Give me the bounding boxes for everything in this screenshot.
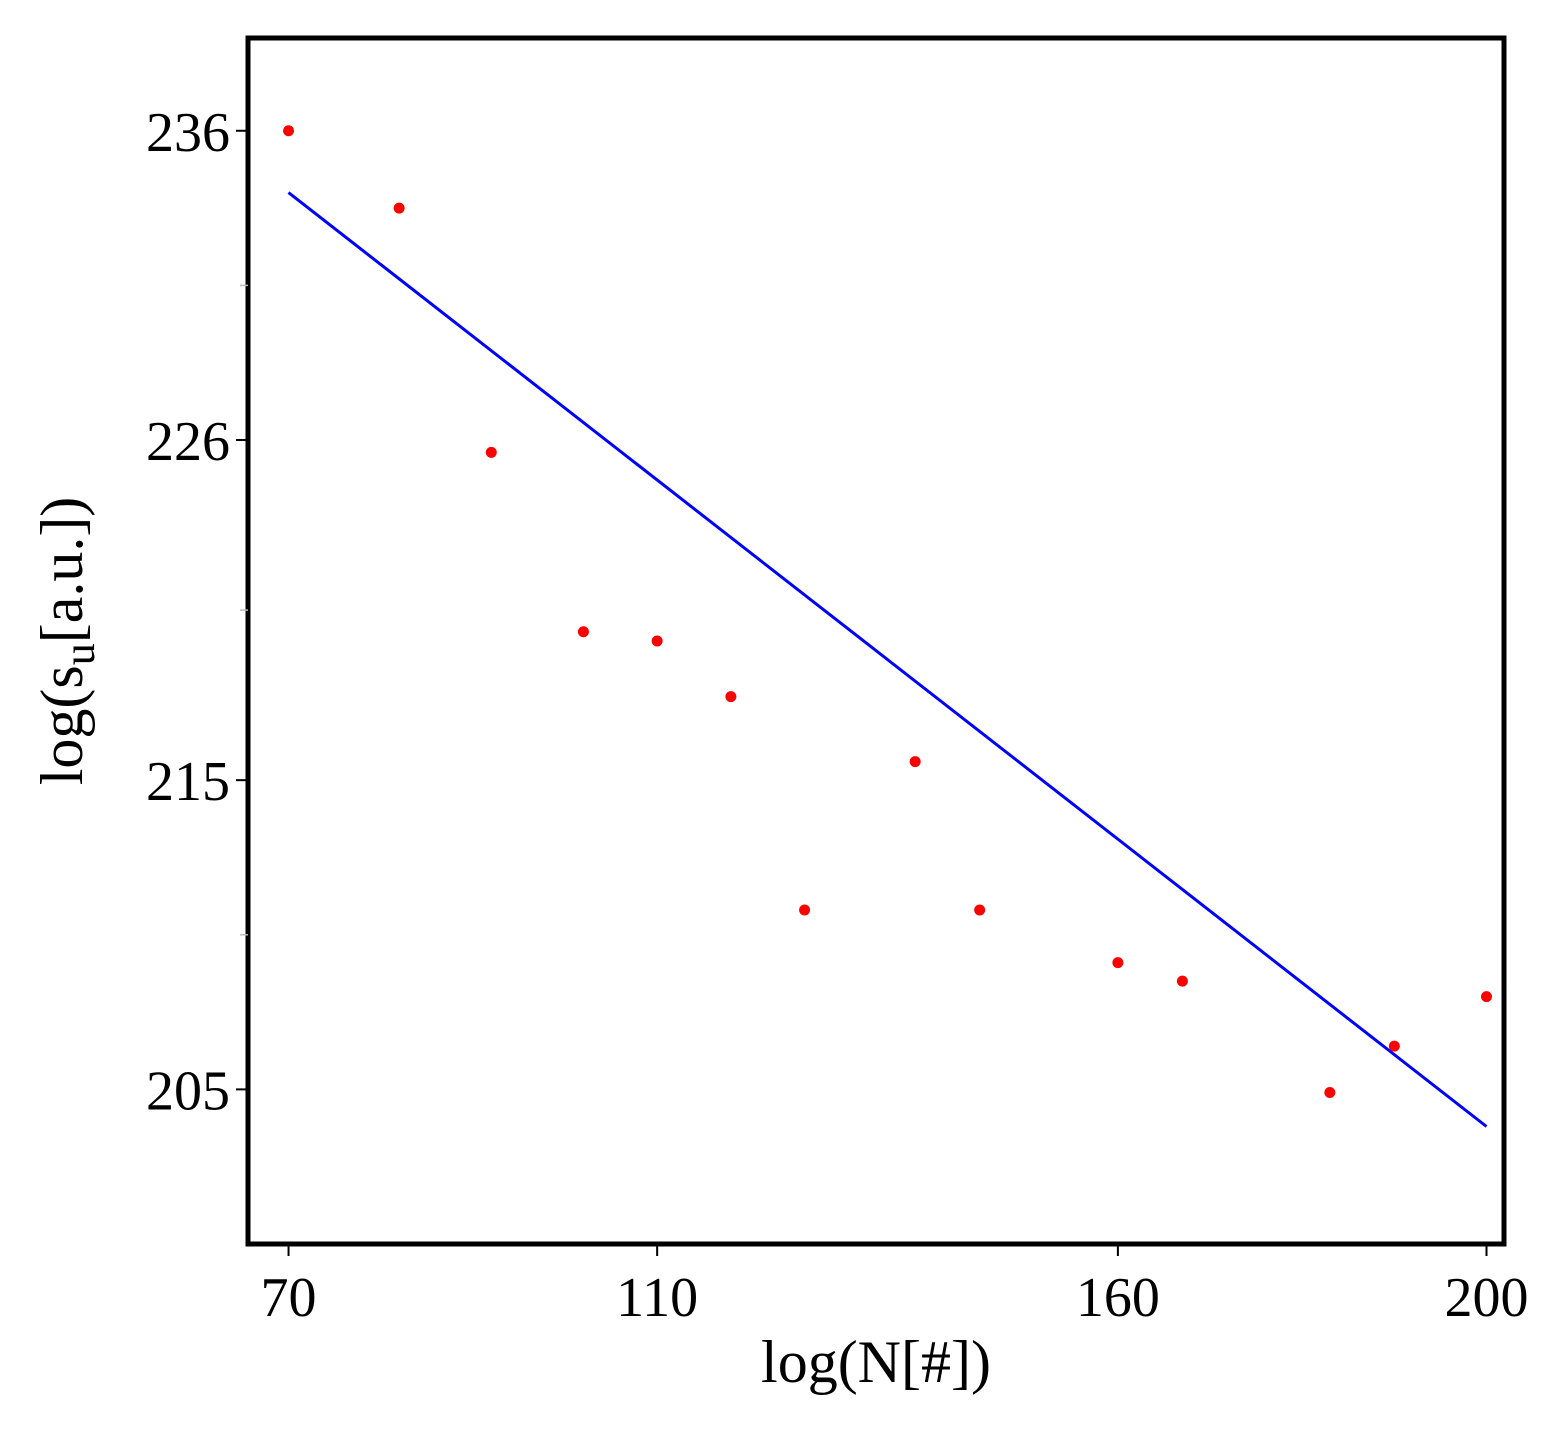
x-tick-label: 110 <box>616 1267 698 1329</box>
y-axis-ticks: 236 226 215 205 <box>146 102 248 1122</box>
data-point <box>799 904 811 916</box>
data-point <box>725 691 737 703</box>
fit-line <box>287 191 1488 1128</box>
data-point <box>909 756 921 768</box>
x-axis-ticks: 70 110 160 200 <box>261 1244 1528 1329</box>
plot-frame <box>245 35 1507 1247</box>
y-axis-minor-ticks <box>240 284 248 936</box>
data-point <box>577 626 589 638</box>
data-point <box>283 125 295 137</box>
data-point <box>651 635 663 647</box>
y-axis-title: log(su[a.u.]) <box>29 497 104 786</box>
data-point <box>393 202 405 214</box>
x-tick-label: 160 <box>1076 1267 1160 1329</box>
y-tick-label: 236 <box>146 102 230 164</box>
data-point <box>1112 957 1124 969</box>
x-axis-title: log(N[#]) <box>761 1329 991 1395</box>
data-point <box>1480 991 1492 1003</box>
data-points <box>283 125 1492 1098</box>
y-tick-label: 226 <box>146 411 230 473</box>
x-tick-label: 200 <box>1444 1267 1528 1329</box>
x-tick-label: 70 <box>261 1267 317 1329</box>
y-axis-title-suffix: [a.u.]) <box>29 497 95 644</box>
data-point <box>485 446 497 458</box>
data-point <box>1388 1040 1400 1052</box>
y-tick-label: 205 <box>146 1060 230 1122</box>
data-point <box>1324 1086 1336 1098</box>
y-axis-title-subscript: u <box>55 643 104 665</box>
data-point <box>974 904 986 916</box>
data-point <box>1176 975 1188 987</box>
fit-lines <box>287 191 1488 1128</box>
y-tick-label: 215 <box>146 751 230 813</box>
y-axis-title-prefix: log(s <box>29 665 95 785</box>
